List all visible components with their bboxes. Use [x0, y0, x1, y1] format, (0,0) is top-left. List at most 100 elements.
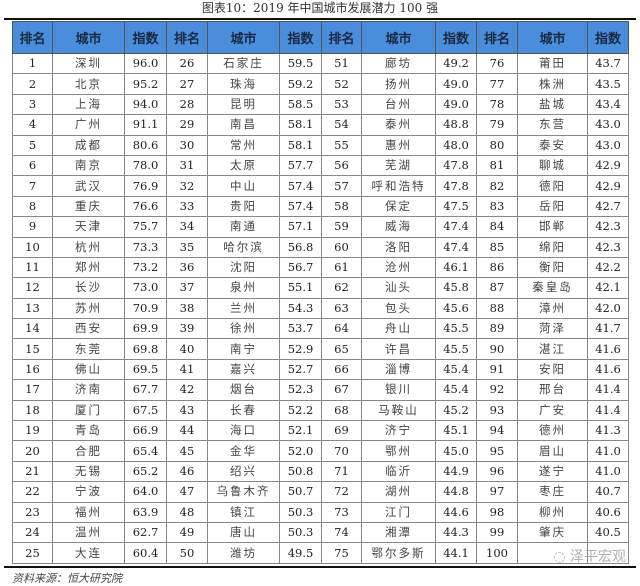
cell-index: 65.2 — [124, 460, 167, 483]
cell-rank: 29 — [166, 114, 208, 136]
cell-city: 乌鲁木齐 — [207, 481, 280, 503]
cell-rank: 63 — [321, 297, 362, 320]
table-row: 17 济南 67.7 42 烟台 52.3 67 银川 45.4 92 邢台 41.4 — [12, 379, 629, 401]
cell-city: 包头 — [361, 297, 436, 320]
cell-index: 73.0 — [124, 277, 167, 299]
header-index: 指数 — [587, 21, 629, 54]
cell-rank: 66 — [321, 358, 362, 381]
cell-rank: 52 — [321, 73, 362, 95]
cell-rank: 62 — [321, 277, 362, 299]
cell-rank: 42 — [166, 379, 208, 401]
cell-rank: 2 — [12, 73, 53, 95]
cell-index: 69.9 — [124, 318, 167, 340]
header-rank: 排名 — [321, 21, 362, 54]
cell-index: 60.4 — [124, 542, 167, 564]
top-rule — [4, 18, 636, 20]
cell-rank: 49 — [166, 521, 208, 544]
cell-index: 94.0 — [124, 93, 167, 116]
cell-city: 济宁 — [361, 420, 436, 442]
cell-index: 73.3 — [124, 236, 167, 258]
table-row: 18 厦门 67.5 43 长春 52.2 68 马鞍山 45.2 93 广安 41.4 — [12, 399, 629, 422]
cell-rank: 38 — [166, 297, 208, 320]
cell-rank: 73 — [321, 501, 362, 523]
table-row: 23 福州 63.9 48 镇江 50.3 73 江门 44.6 98 柳州 40.6 — [12, 501, 629, 523]
cell-city: 上海 — [52, 93, 125, 116]
cell-city: 鄂州 — [361, 440, 436, 462]
cell-city: 常州 — [207, 134, 280, 156]
bottom-rule — [4, 566, 636, 568]
cell-rank: 71 — [321, 460, 362, 483]
cell-index: 58.1 — [279, 134, 322, 156]
cell-rank: 65 — [321, 338, 362, 360]
cell-city: 西安 — [52, 318, 125, 340]
cell-index: 55.1 — [279, 277, 322, 299]
cell-rank: 95 — [476, 440, 518, 462]
table-row: 14 西安 69.9 39 徐州 53.7 64 舟山 45.5 89 菏泽 41.7 — [12, 318, 629, 340]
cell-city: 广安 — [517, 399, 588, 422]
cell-city: 深圳 — [52, 52, 125, 75]
cell-index: 70.9 — [124, 297, 167, 320]
cell-city: 株洲 — [517, 73, 588, 95]
cell-rank: 80 — [476, 134, 518, 156]
cell-city: 菏泽 — [517, 318, 588, 340]
cell-city: 绍兴 — [207, 460, 280, 483]
cell-index: 57.7 — [279, 154, 322, 177]
cell-rank: 47 — [166, 481, 208, 503]
cell-rank: 13 — [12, 297, 53, 320]
city-ranking-table: 排名 城市 指数 排名 城市 指数 排名 城市 指数 排名 城市 指数 1 深圳 96.0 26 石家庄 59.… — [12, 21, 629, 564]
cell-city: 湘潭 — [361, 521, 436, 544]
cell-rank: 18 — [12, 399, 53, 422]
cell-city: 徐州 — [207, 318, 280, 340]
cell-index: 47.8 — [435, 175, 477, 197]
cell-index: 45.6 — [435, 297, 477, 320]
cell-city: 唐山 — [207, 521, 280, 544]
header-index: 指数 — [435, 21, 477, 54]
cell-rank: 50 — [166, 542, 208, 564]
cell-rank: 79 — [476, 114, 518, 136]
table-row: 8 重庆 76.6 33 贵阳 57.4 58 保定 47.5 83 岳阳 42.7 — [12, 195, 629, 218]
header-city: 城市 — [52, 21, 125, 54]
cell-index: 69.8 — [124, 338, 167, 360]
cell-rank: 43 — [166, 399, 208, 422]
cell-index: 78.0 — [124, 154, 167, 177]
cell-city: 兰州 — [207, 297, 280, 320]
cell-rank: 81 — [476, 154, 518, 177]
cell-rank: 14 — [12, 318, 53, 340]
cell-city: 枣庄 — [517, 481, 588, 503]
cell-city: 漳州 — [517, 297, 588, 320]
table-row: 12 长沙 73.0 37 泉州 55.1 62 汕头 45.8 87 秦皇岛 42.1 — [12, 277, 629, 299]
cell-city: 沈阳 — [207, 256, 280, 279]
cell-city: 邢台 — [517, 379, 588, 401]
header-rank: 排名 — [12, 21, 53, 54]
cell-city: 杭州 — [52, 236, 125, 258]
cell-index: 42.7 — [587, 195, 629, 218]
cell-index — [587, 542, 629, 564]
cell-index: 57.4 — [279, 195, 322, 218]
cell-city: 嘉兴 — [207, 358, 280, 381]
cell-rank: 56 — [321, 154, 362, 177]
cell-index: 47.8 — [435, 154, 477, 177]
cell-index: 91.1 — [124, 114, 167, 136]
cell-city: 扬州 — [361, 73, 436, 95]
cell-city: 潍坊 — [207, 542, 280, 564]
cell-city: 遂宁 — [517, 460, 588, 483]
cell-rank: 70 — [321, 440, 362, 462]
cell-index: 43.7 — [587, 52, 629, 75]
cell-city: 烟台 — [207, 379, 280, 401]
cell-rank: 46 — [166, 460, 208, 483]
cell-city: 珠海 — [207, 73, 280, 95]
cell-index: 49.2 — [435, 52, 477, 75]
cell-rank: 90 — [476, 338, 518, 360]
cell-rank: 68 — [321, 399, 362, 422]
cell-index: 50.8 — [279, 460, 322, 483]
header-rank: 排名 — [476, 21, 518, 54]
cell-index: 65.4 — [124, 440, 167, 462]
cell-rank: 54 — [321, 114, 362, 136]
cell-rank: 7 — [12, 175, 53, 197]
cell-city: 岳阳 — [517, 195, 588, 218]
table-row: 11 郑州 73.2 36 沈阳 56.7 61 沧州 46.1 86 衡阳 42.2 — [12, 256, 629, 279]
cell-index: 42.2 — [587, 256, 629, 279]
cell-rank: 10 — [12, 236, 53, 258]
cell-rank: 78 — [476, 93, 518, 116]
cell-index: 44.9 — [435, 460, 477, 483]
